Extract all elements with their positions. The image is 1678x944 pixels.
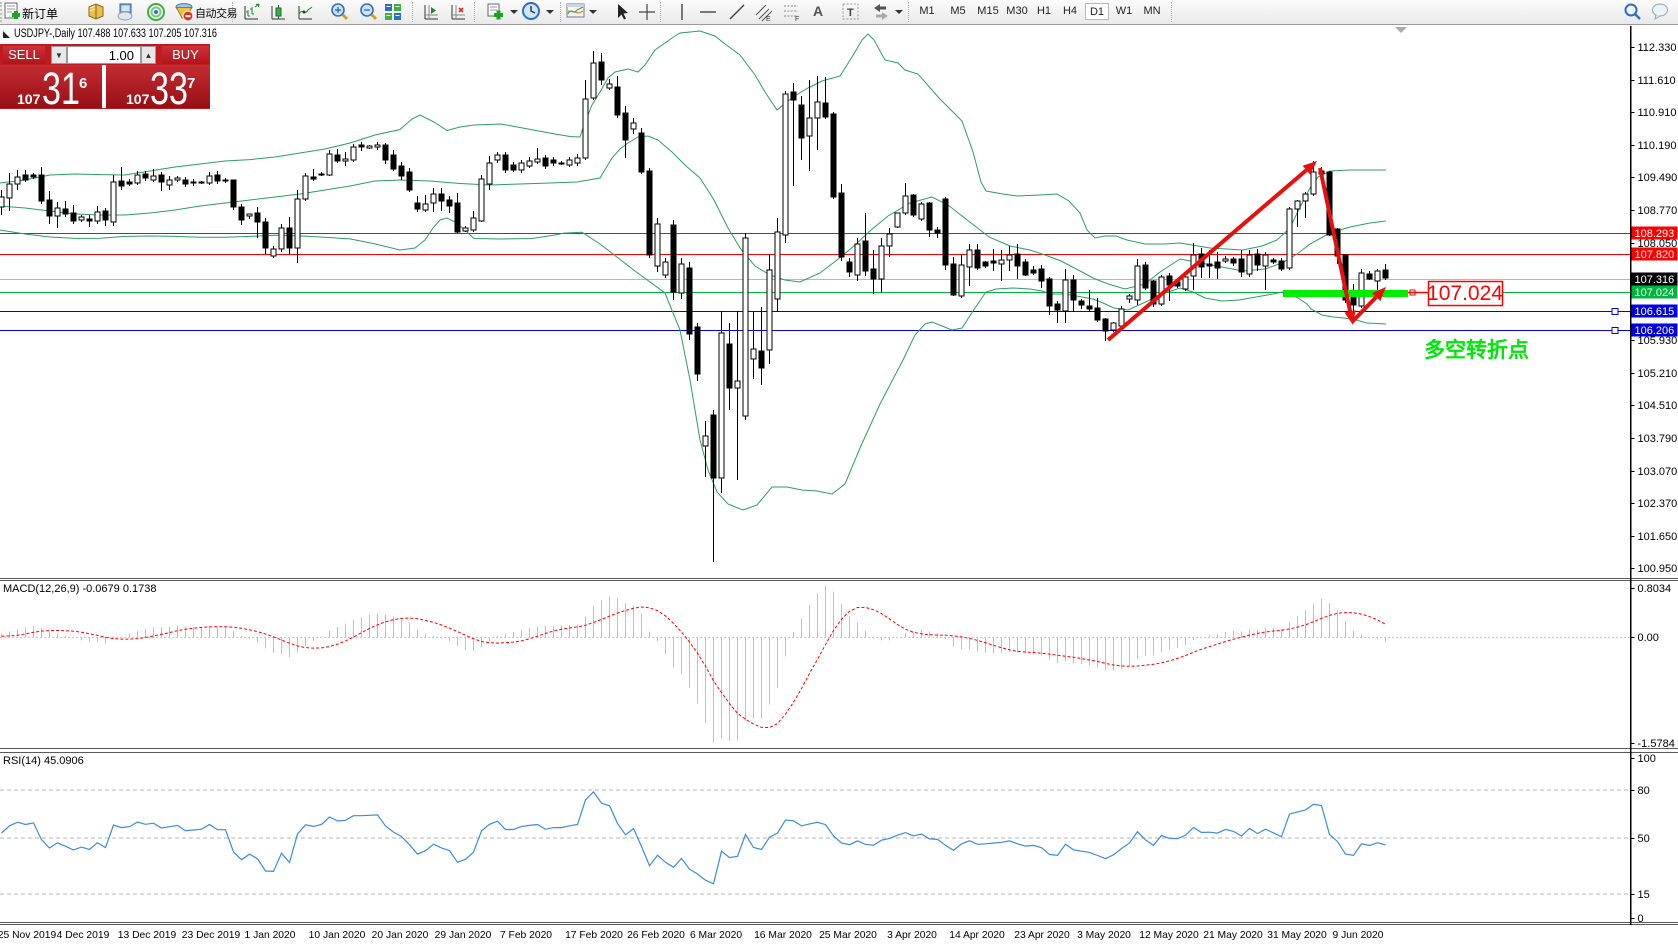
svg-text:0: 0 — [1638, 913, 1644, 925]
svg-text:100: 100 — [1638, 753, 1656, 765]
svg-text:108.770: 108.770 — [1638, 205, 1678, 217]
svg-text:0.00: 0.00 — [1638, 632, 1659, 644]
svg-text:4 Dec 2019: 4 Dec 2019 — [57, 930, 110, 941]
svg-text:23 Apr 2020: 23 Apr 2020 — [1014, 930, 1070, 941]
svg-text:110.910: 110.910 — [1638, 107, 1677, 119]
svg-text:T: T — [847, 7, 854, 19]
svg-text:80: 80 — [1638, 785, 1650, 797]
svg-text:50: 50 — [1638, 833, 1650, 845]
svg-text:14 Apr 2020: 14 Apr 2020 — [949, 930, 1005, 941]
svg-text:25 Mar 2020: 25 Mar 2020 — [819, 930, 877, 941]
svg-text:3 May 2020: 3 May 2020 — [1077, 930, 1131, 941]
svg-text:106.615: 106.615 — [1635, 306, 1675, 318]
svg-text:112.330: 112.330 — [1638, 42, 1677, 54]
svg-text:108.293: 108.293 — [1635, 228, 1675, 240]
svg-text:104.510: 104.510 — [1638, 400, 1678, 412]
svg-text:RSI(14) 45.0906: RSI(14) 45.0906 — [3, 755, 84, 767]
svg-text:107.024: 107.024 — [1427, 282, 1503, 305]
svg-text:21 May 2020: 21 May 2020 — [1203, 930, 1263, 941]
svg-text:7 Feb 2020: 7 Feb 2020 — [500, 930, 552, 941]
svg-text:0.8034: 0.8034 — [1638, 583, 1672, 595]
svg-text:-1.5784: -1.5784 — [1638, 738, 1675, 750]
svg-text:13 Dec 2019: 13 Dec 2019 — [118, 930, 177, 941]
svg-text:16 Mar 2020: 16 Mar 2020 — [754, 930, 812, 941]
svg-text:6 Mar 2020: 6 Mar 2020 — [690, 930, 742, 941]
svg-text:103.790: 103.790 — [1638, 433, 1678, 445]
svg-text:100.950: 100.950 — [1638, 563, 1678, 575]
svg-text:17 Feb 2020: 17 Feb 2020 — [565, 930, 623, 941]
svg-text:107.024: 107.024 — [1635, 287, 1675, 299]
svg-text:12 May 2020: 12 May 2020 — [1139, 930, 1199, 941]
svg-text:108.050: 108.050 — [1638, 238, 1678, 250]
svg-text:110.190: 110.190 — [1638, 140, 1677, 152]
svg-text:105.930: 105.930 — [1638, 335, 1678, 347]
svg-text:15: 15 — [1638, 889, 1650, 901]
svg-text:107.820: 107.820 — [1635, 249, 1675, 261]
svg-text:3 Apr 2020: 3 Apr 2020 — [887, 930, 937, 941]
svg-text:102.370: 102.370 — [1638, 498, 1678, 510]
svg-text:103.070: 103.070 — [1638, 466, 1678, 478]
svg-text:9 Jun 2020: 9 Jun 2020 — [1333, 930, 1384, 941]
svg-text:多空转折点: 多空转折点 — [1424, 338, 1529, 362]
svg-text:USDJPY-,Daily 107.488 107.633: USDJPY-,Daily 107.488 107.633 107.205 10… — [14, 28, 217, 40]
svg-text:10 Jan 2020: 10 Jan 2020 — [309, 930, 366, 941]
svg-text:25 Nov 2019: 25 Nov 2019 — [0, 930, 56, 941]
svg-text:23 Dec 2019: 23 Dec 2019 — [182, 930, 241, 941]
svg-text:31 May 2020: 31 May 2020 — [1267, 930, 1327, 941]
svg-text:107.316: 107.316 — [1635, 274, 1675, 286]
svg-text:1 Jan 2020: 1 Jan 2020 — [245, 930, 296, 941]
svg-text:MACD(12,26,9) -0.0679 0.1738: MACD(12,26,9) -0.0679 0.1738 — [3, 583, 156, 595]
svg-text:29 Jan 2020: 29 Jan 2020 — [435, 930, 492, 941]
svg-text:101.650: 101.650 — [1638, 531, 1678, 543]
svg-text:F: F — [795, 16, 799, 22]
svg-text:20 Jan 2020: 20 Jan 2020 — [372, 930, 429, 941]
svg-text:111.610: 111.610 — [1638, 75, 1676, 87]
svg-text:106.206: 106.206 — [1635, 325, 1675, 337]
svg-text:26 Feb 2020: 26 Feb 2020 — [627, 930, 685, 941]
svg-text:109.490: 109.490 — [1638, 172, 1678, 184]
svg-text:105.210: 105.210 — [1638, 368, 1678, 380]
svg-text:E: E — [766, 16, 771, 22]
